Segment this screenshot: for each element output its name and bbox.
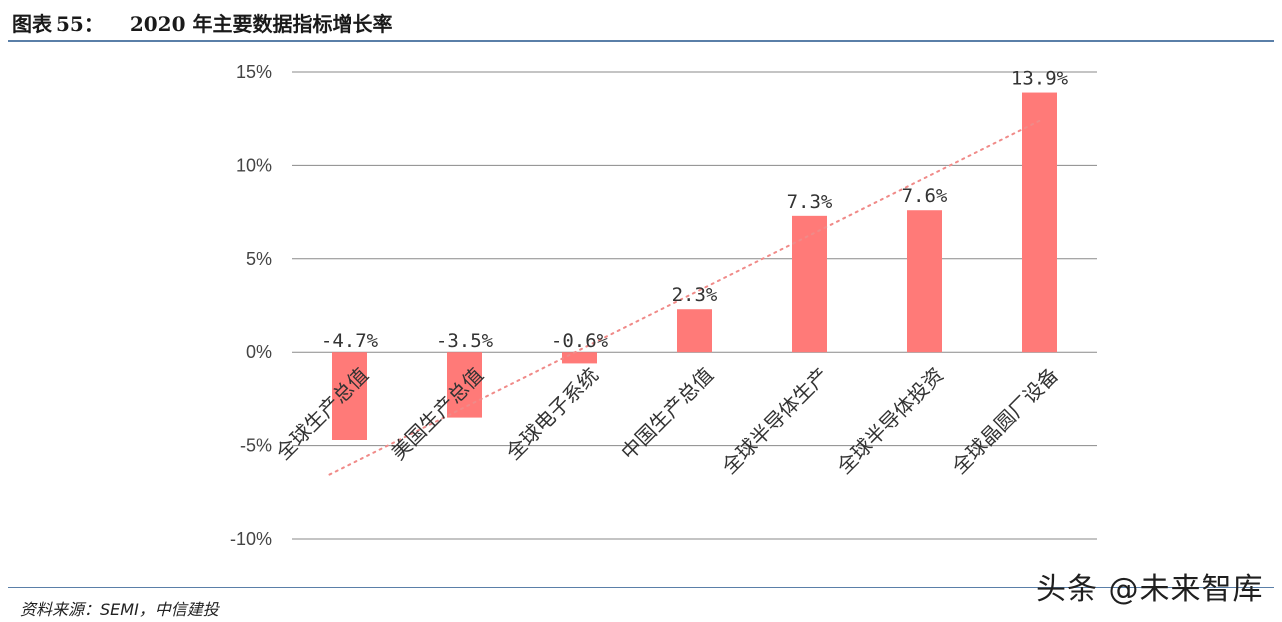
watermark: 头条 @未来智库 [1036, 572, 1264, 607]
category-labels: 全球生产总值 美国生产总值 全球电子系统 中国生产总值 全球半导体生产 全球半导体投资 全球… [271, 363, 1063, 479]
bar [447, 352, 482, 418]
figure-prefix: 图表 [12, 12, 52, 36]
category-label: 全球晶圆厂设备 [947, 363, 1063, 479]
bar [1022, 92, 1057, 353]
y-tick-label: -10% [230, 529, 272, 549]
data-label: -4.7% [321, 330, 379, 352]
data-labels: -4.7% -3.5% -0.6% 2.3% 7.3% 7.6% 13.9% [321, 68, 1069, 353]
data-label: -0.6% [551, 330, 609, 352]
y-axis-ticks: 15% 10% 5% 0% -5% -10% [230, 62, 272, 549]
bar [792, 215, 827, 353]
chart-header: 图表 55： 2020 年主要数据指标增长率 [12, 8, 392, 38]
category-label: 全球半导体投资 [832, 363, 948, 479]
source-note: 资料来源：SEMI，中信建投 [20, 600, 219, 619]
data-label: 13.9% [1011, 68, 1069, 90]
data-label: 7.3% [787, 191, 833, 213]
bar [907, 210, 942, 353]
y-tick-label: 10% [236, 155, 272, 175]
y-tick-label: 15% [236, 62, 272, 82]
header-rule [8, 40, 1274, 42]
y-tick-label: 0% [246, 342, 272, 362]
y-tick-label: -5% [240, 436, 272, 456]
footer-rule [8, 587, 1274, 588]
category-label: 中国生产总值 [616, 363, 718, 465]
bars [332, 92, 1057, 440]
bar [562, 352, 597, 364]
data-label: -3.5% [436, 330, 494, 352]
figure-number: 55： [56, 12, 104, 36]
bar-chart: 15% 10% 5% 0% -5% -10% -4.7% -3.5% -0.6% 2.3% 7.3… [230, 62, 1097, 549]
bar [332, 352, 367, 440]
category-label: 全球电子系统 [501, 363, 603, 465]
gridlines [292, 71, 1097, 540]
trendline [328, 119, 1041, 476]
data-label: 2.3% [672, 284, 718, 306]
trendline [328, 119, 1041, 476]
bar [677, 309, 712, 353]
category-label: 全球半导体生产 [717, 363, 833, 479]
chart-title: 2020 年主要数据指标增长率 [129, 12, 393, 36]
data-label: 7.6% [902, 185, 948, 207]
y-tick-label: 5% [246, 249, 272, 269]
